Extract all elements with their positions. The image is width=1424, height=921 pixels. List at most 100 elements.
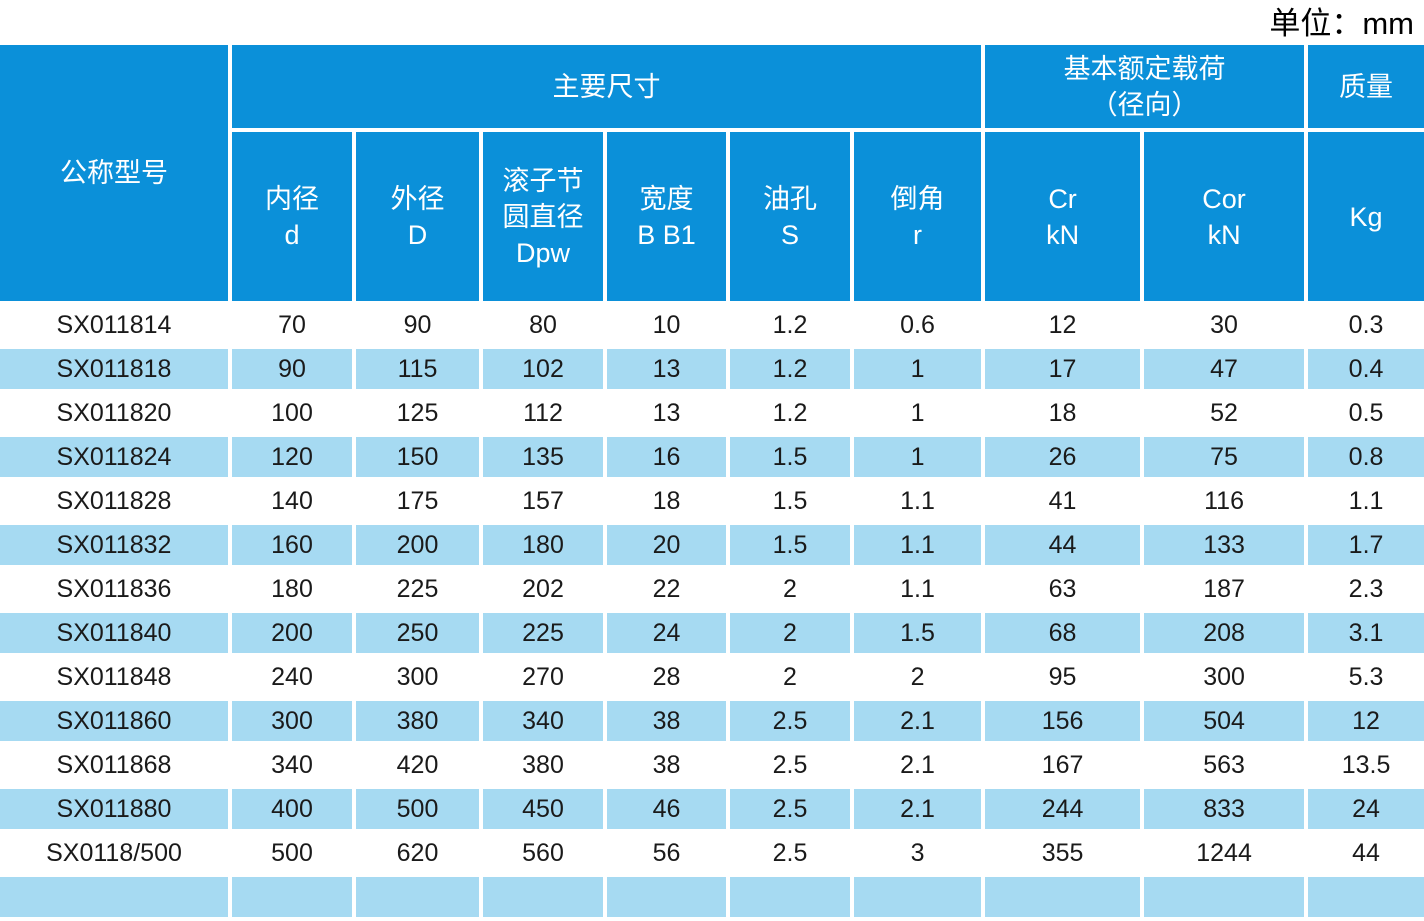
table-row-partial: [0, 873, 1424, 921]
value-cell: 175: [352, 477, 483, 525]
table-row: SX0118/500 500 620 560 56 2.5 3 355 1244 44: [0, 829, 1424, 877]
value-cell: 450: [479, 785, 607, 833]
model-cell: SX011820: [0, 389, 232, 437]
model-cell: SX0118/500: [0, 829, 232, 877]
value-cell: 125: [352, 389, 483, 437]
value-cell: 20: [603, 521, 730, 569]
value-cell: 3: [849, 829, 986, 877]
value-cell: 46: [603, 785, 730, 833]
value-cell: 1.1: [849, 521, 986, 569]
model-cell: SX011880: [0, 785, 232, 833]
value-cell: 504: [1140, 697, 1309, 745]
value-cell: 3.1: [1304, 609, 1424, 657]
value-cell: 355: [981, 829, 1145, 877]
value-cell: 2.3: [1304, 565, 1424, 613]
value-cell: 75: [1140, 433, 1309, 481]
value-cell: 0.6: [849, 301, 986, 349]
value-cell: 13.5: [1304, 741, 1424, 789]
model-cell: SX011832: [0, 521, 232, 569]
value-cell: 300: [228, 697, 356, 745]
value-cell: [479, 873, 607, 921]
value-cell: 133: [1140, 521, 1309, 569]
header-sub-row: 内径 d 外径 D 滚子节 圆直径 Dpw 宽度 B B1 油孔 S 倒角: [0, 128, 1424, 305]
value-cell: [0, 873, 232, 921]
value-cell: 38: [603, 741, 730, 789]
col-header-chamfer: 倒角 r: [849, 128, 986, 305]
table-row: SX011814 70 90 80 10 1.2 0.6 12 30 0.3: [0, 301, 1424, 349]
table-row: SX011868 340 420 380 38 2.5 2.1 167 563 13.5: [0, 741, 1424, 789]
model-cell: SX011868: [0, 741, 232, 789]
value-cell: 18: [981, 389, 1145, 437]
value-cell: 0.8: [1304, 433, 1424, 481]
value-cell: 2.5: [726, 785, 854, 833]
table-row: SX011832 160 200 180 20 1.5 1.1 44 133 1.7: [0, 521, 1424, 569]
value-cell: 140: [228, 477, 356, 525]
value-cell: 225: [352, 565, 483, 613]
value-cell: [603, 873, 730, 921]
table-row: SX011828 140 175 157 18 1.5 1.1 41 116 1.1: [0, 477, 1424, 525]
value-cell: 2.5: [726, 741, 854, 789]
value-cell: 225: [479, 609, 607, 657]
value-cell: 150: [352, 433, 483, 481]
value-cell: 200: [352, 521, 483, 569]
value-cell: 44: [1304, 829, 1424, 877]
value-cell: 300: [352, 653, 483, 701]
model-cell: SX011848: [0, 653, 232, 701]
value-cell: 187: [1140, 565, 1309, 613]
value-cell: 135: [479, 433, 607, 481]
col-header-cr: Cr kN: [981, 128, 1145, 305]
value-cell: 250: [352, 609, 483, 657]
value-cell: 12: [981, 301, 1145, 349]
table-row: SX011880 400 500 450 46 2.5 2.1 244 833 24: [0, 785, 1424, 833]
model-cell: SX011860: [0, 697, 232, 745]
col-group-basic-load-line1: 基本额定载荷: [1063, 53, 1226, 84]
value-cell: 1.5: [849, 609, 986, 657]
col-header-model: 公称型号: [0, 45, 232, 305]
value-cell: 10: [603, 301, 730, 349]
value-cell: 44: [981, 521, 1145, 569]
value-cell: 620: [352, 829, 483, 877]
value-cell: 24: [1304, 785, 1424, 833]
table-row: SX011818 90 115 102 13 1.2 1 17 47 0.4: [0, 345, 1424, 393]
value-cell: 70: [228, 301, 356, 349]
col-header-inner-diameter: 内径 d: [230, 128, 356, 305]
value-cell: 56: [603, 829, 730, 877]
value-cell: 240: [228, 653, 356, 701]
table-row: SX011860 300 380 340 38 2.5 2.1 156 504 12: [0, 697, 1424, 745]
value-cell: 1: [849, 389, 986, 437]
value-cell: 28: [603, 653, 730, 701]
value-cell: 16: [603, 433, 730, 481]
value-cell: 1.5: [726, 433, 854, 481]
table-row: SX011836 180 225 202 22 2 1.1 63 187 2.3: [0, 565, 1424, 613]
value-cell: 95: [981, 653, 1145, 701]
value-cell: 22: [603, 565, 730, 613]
value-cell: [228, 873, 356, 921]
value-cell: 1.5: [726, 521, 854, 569]
value-cell: 38: [603, 697, 730, 745]
value-cell: 340: [479, 697, 607, 745]
col-header-width: 宽度 B B1: [603, 128, 730, 305]
value-cell: 24: [603, 609, 730, 657]
value-cell: 380: [352, 697, 483, 745]
value-cell: 102: [479, 345, 607, 393]
table-row: SX011848 240 300 270 28 2 2 95 300 5.3: [0, 653, 1424, 701]
value-cell: 160: [228, 521, 356, 569]
value-cell: 180: [228, 565, 356, 613]
value-cell: 1.1: [849, 477, 986, 525]
model-cell: SX011840: [0, 609, 232, 657]
value-cell: 380: [479, 741, 607, 789]
value-cell: 340: [228, 741, 356, 789]
col-group-basic-load: 基本额定载荷 （径向）: [981, 45, 1309, 132]
value-cell: 18: [603, 477, 730, 525]
value-cell: 1.7: [1304, 521, 1424, 569]
value-cell: 120: [228, 433, 356, 481]
value-cell: 2: [726, 653, 854, 701]
value-cell: 1.1: [1304, 477, 1424, 525]
value-cell: [849, 873, 986, 921]
col-header-outer-diameter: 外径 D: [352, 128, 483, 305]
value-cell: 202: [479, 565, 607, 613]
value-cell: 180: [479, 521, 607, 569]
value-cell: 208: [1140, 609, 1309, 657]
value-cell: 270: [479, 653, 607, 701]
value-cell: 500: [352, 785, 483, 833]
